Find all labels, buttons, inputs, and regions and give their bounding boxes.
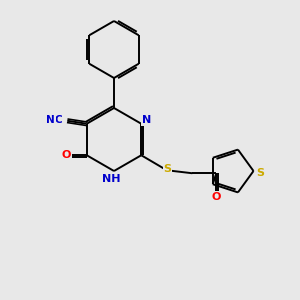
Text: NH: NH xyxy=(102,173,120,184)
Text: O: O xyxy=(212,192,221,202)
Text: S: S xyxy=(256,167,264,178)
Text: N: N xyxy=(46,115,55,125)
Text: O: O xyxy=(62,150,71,160)
Text: N: N xyxy=(142,115,151,125)
Text: C: C xyxy=(54,115,62,125)
Text: S: S xyxy=(164,164,171,174)
